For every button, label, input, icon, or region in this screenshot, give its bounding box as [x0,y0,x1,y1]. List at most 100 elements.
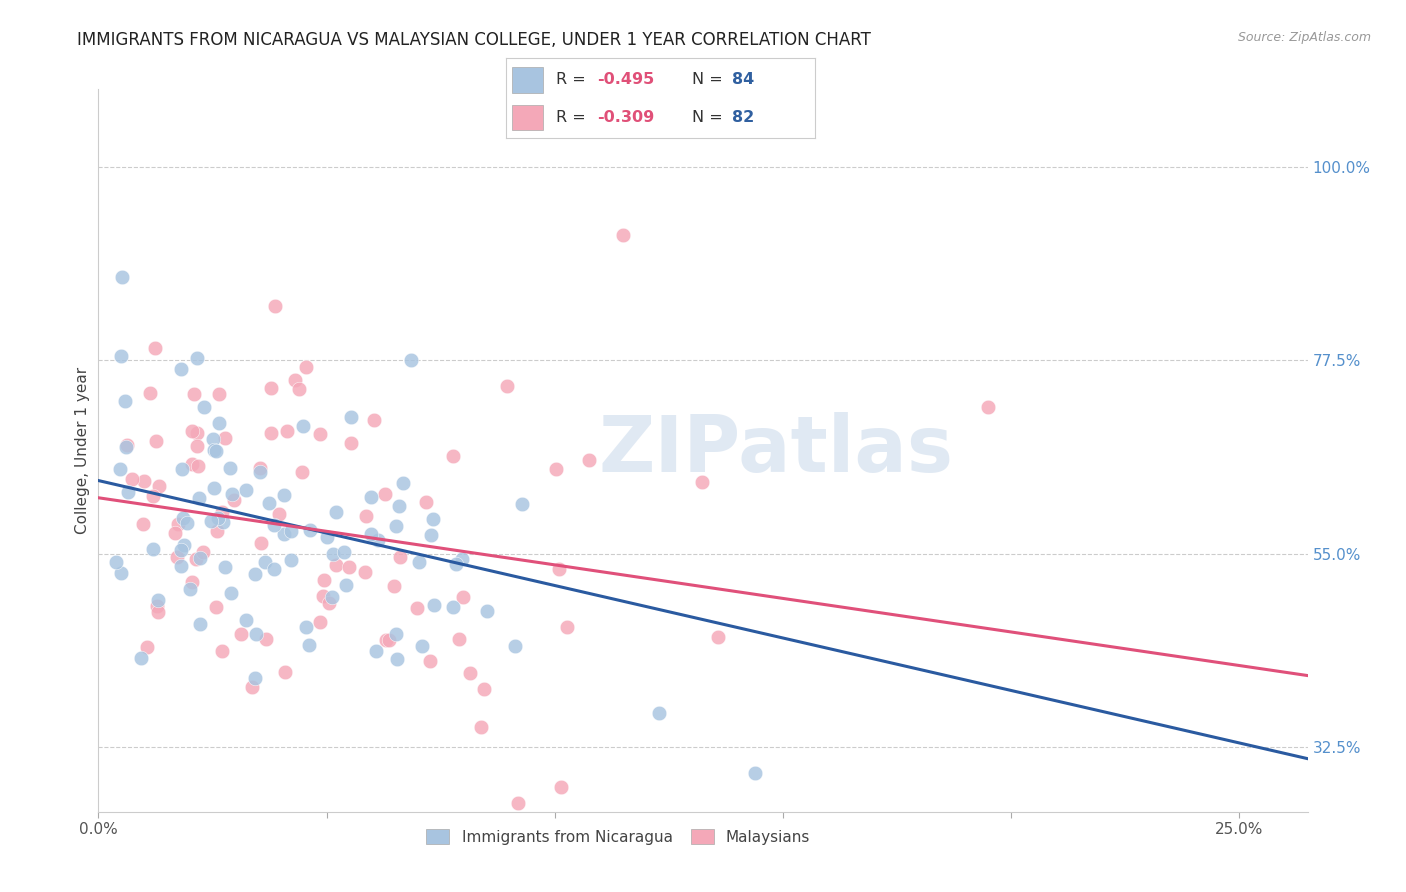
Point [135,640,157,655]
Point [612,228,634,243]
Point [121,472,143,486]
Point [420,528,443,542]
Point [374,487,396,501]
FancyBboxPatch shape [512,67,543,93]
Point [180,424,202,438]
Point [389,549,412,564]
Point [385,626,408,640]
Point [382,579,405,593]
Point [146,592,169,607]
Point [264,299,287,313]
Point [170,558,193,573]
Point [288,382,311,396]
Point [295,620,318,634]
Text: N =: N = [692,110,728,125]
Point [340,435,363,450]
Point [291,466,314,480]
Point [360,527,382,541]
Text: N =: N = [692,72,728,87]
Text: 82: 82 [733,110,754,125]
Point [690,475,713,489]
Point [145,599,167,614]
Point [309,615,332,629]
Point [142,490,165,504]
Point [208,416,231,430]
Point [337,560,360,574]
Point [257,496,280,510]
Point [193,400,215,414]
Text: Source: ZipAtlas.com: Source: ZipAtlas.com [1237,31,1371,45]
Text: ZIPatlas: ZIPatlas [598,412,953,489]
Point [399,352,422,367]
Point [256,632,278,647]
Point [179,582,201,596]
Point [211,505,233,519]
Point [172,510,194,524]
Point [548,562,571,576]
Point [707,630,730,644]
Point [134,474,156,488]
Point [321,591,343,605]
Point [340,410,363,425]
Point [176,516,198,531]
Point [165,525,187,540]
Point [392,475,415,490]
Point [444,557,467,571]
Point [211,644,233,658]
Point [375,632,398,647]
Point [143,341,166,355]
Point [578,452,600,467]
Point [139,386,162,401]
Point [510,498,533,512]
Point [474,681,496,696]
Text: 84: 84 [733,72,754,87]
Point [205,524,228,538]
Point [318,596,340,610]
Point [276,424,298,438]
Point [505,639,527,653]
Text: -0.495: -0.495 [598,72,655,87]
Point [335,578,357,592]
Point [363,413,385,427]
Point [243,567,266,582]
Point [170,362,193,376]
Point [114,394,136,409]
Point [322,547,344,561]
Point [186,351,208,366]
Point [263,517,285,532]
Point [354,565,377,579]
Point [110,462,132,476]
Point [204,600,226,615]
Point [115,441,138,455]
Point [221,487,243,501]
Point [388,499,411,513]
Point [180,457,202,471]
Point [309,426,332,441]
Point [142,541,165,556]
Point [453,591,475,605]
Point [367,533,389,547]
Point [205,444,228,458]
Point [211,515,233,529]
Point [260,426,283,441]
Point [231,626,253,640]
Point [202,443,225,458]
Point [273,527,295,541]
Point [269,507,291,521]
Point [104,555,127,569]
Text: IMMIGRANTS FROM NICARAGUA VS MALAYSIAN COLLEGE, UNDER 1 YEAR CORRELATION CHART: IMMIGRANTS FROM NICARAGUA VS MALAYSIAN C… [77,31,872,49]
Point [170,542,193,557]
Point [191,544,214,558]
Point [145,434,167,448]
Point [284,374,307,388]
Point [202,432,225,446]
Point [506,796,529,810]
Point [202,481,225,495]
Point [315,530,337,544]
Point [146,605,169,619]
Point [312,589,335,603]
Point [249,465,271,479]
Point [148,479,170,493]
Point [360,490,382,504]
Point [184,551,207,566]
